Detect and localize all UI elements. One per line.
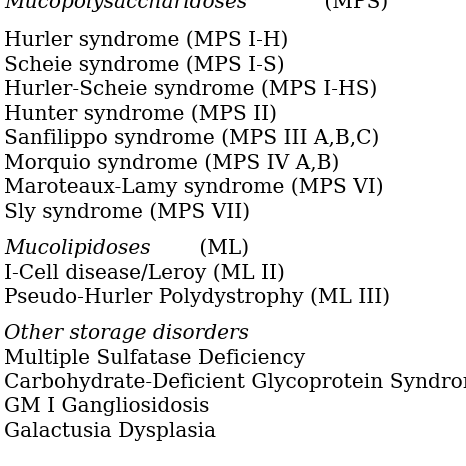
Text: Hunter syndrome (MPS II): Hunter syndrome (MPS II)	[4, 104, 277, 123]
Text: (ML): (ML)	[193, 239, 249, 258]
Text: (MPS): (MPS)	[318, 0, 388, 12]
Text: Mucopolysaccharidoses: Mucopolysaccharidoses	[4, 0, 247, 12]
Text: Pseudo-Hurler Polydystrophy (ML III): Pseudo-Hurler Polydystrophy (ML III)	[4, 288, 390, 307]
Text: Morquio syndrome (MPS IV A,B): Morquio syndrome (MPS IV A,B)	[4, 153, 339, 173]
Text: Mucolipidoses: Mucolipidoses	[4, 239, 151, 258]
Text: Scheie syndrome (MPS I-S): Scheie syndrome (MPS I-S)	[4, 55, 285, 75]
Text: Multiple Sulfatase Deficiency: Multiple Sulfatase Deficiency	[4, 349, 305, 368]
Text: Hurler-Scheie syndrome (MPS I-HS): Hurler-Scheie syndrome (MPS I-HS)	[4, 80, 377, 99]
Text: Sanfilippo syndrome (MPS III A,B,C): Sanfilippo syndrome (MPS III A,B,C)	[4, 129, 379, 148]
Text: Galactusia Dysplasia: Galactusia Dysplasia	[4, 422, 216, 441]
Text: GM I Gangliosidosis: GM I Gangliosidosis	[4, 397, 209, 417]
Text: Hurler syndrome (MPS I-H): Hurler syndrome (MPS I-H)	[4, 30, 288, 50]
Text: Maroteaux-Lamy syndrome (MPS VI): Maroteaux-Lamy syndrome (MPS VI)	[4, 178, 384, 197]
Text: Sly syndrome (MPS VII): Sly syndrome (MPS VII)	[4, 202, 250, 222]
Text: Carbohydrate-Deficient Glycoprotein Syndrome: Carbohydrate-Deficient Glycoprotein Synd…	[4, 373, 466, 392]
Text: Other storage disorders: Other storage disorders	[4, 324, 249, 343]
Text: I-Cell disease/Leroy (ML II): I-Cell disease/Leroy (ML II)	[4, 263, 285, 283]
